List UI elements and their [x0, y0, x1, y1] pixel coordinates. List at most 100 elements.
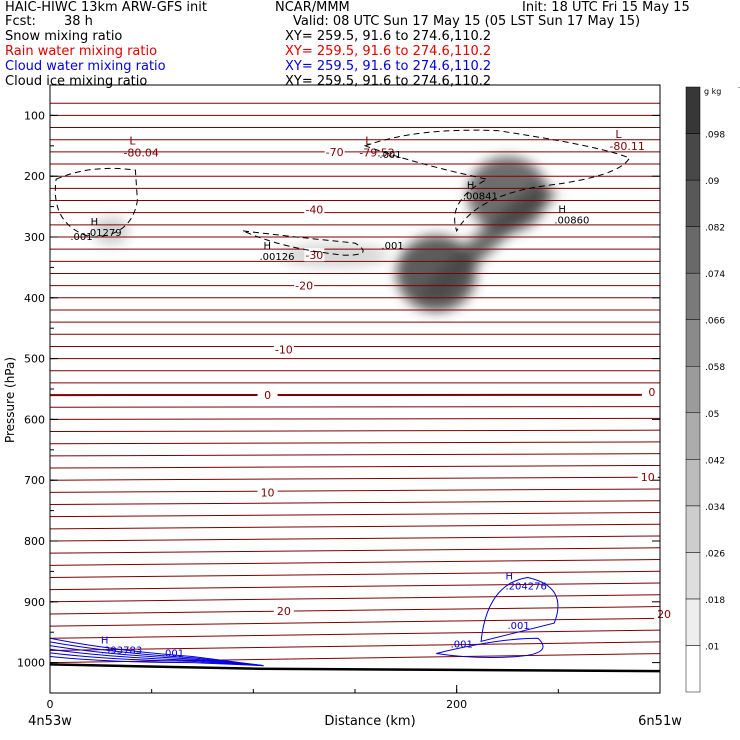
- colorbar-tick-label: .082: [705, 224, 725, 234]
- isotherm-line: [49, 559, 661, 566]
- field-cloudwater-xy: XY= 259.5, 91.6 to 274.6,110.2: [285, 59, 492, 74]
- isotherm-label: -10: [275, 343, 293, 356]
- isotherm-line: [49, 606, 661, 615]
- y-tick-label: 500: [24, 353, 45, 366]
- snow-max-marker: H: [264, 241, 272, 252]
- temp-min-marker: L: [615, 128, 622, 141]
- colorbar-segment: [685, 505, 701, 553]
- field-rain-xy: XY= 259.5, 91.6 to 274.6,110.2: [285, 44, 492, 59]
- model-title: HAIC-HIWC 13km ARW-GFS init: [5, 0, 207, 15]
- isotherm-line: [49, 535, 661, 542]
- isotherm-line: [49, 464, 661, 469]
- colorbar-tick-label: .066: [705, 317, 725, 327]
- isotherm-label-bg: [324, 144, 345, 158]
- cloud-water-contour: [49, 648, 264, 667]
- isotherm-line: [49, 629, 661, 639]
- y-tick-label: 400: [24, 292, 45, 305]
- isotherm-line: [49, 594, 661, 603]
- y-tick-label: 900: [24, 596, 45, 609]
- colorbar-tick-label: .05: [705, 410, 719, 420]
- cloud-ice-contour: [54, 167, 138, 238]
- colorbar-segment: [685, 552, 701, 600]
- isotherm-line: [49, 453, 661, 457]
- temp-min-value: -80.11: [609, 140, 644, 153]
- temp-min-marker: L: [129, 134, 136, 147]
- isotherm-label: 20: [277, 605, 291, 618]
- terrain-line: [49, 663, 661, 673]
- isotherm-line: [49, 406, 661, 408]
- colorbar-segment: [685, 272, 701, 320]
- cloud-water-contour: [436, 637, 544, 659]
- snow-max-value: .00126: [260, 252, 295, 263]
- colorbar-tick-label: .034: [705, 503, 725, 513]
- y-tick-label: 600: [24, 413, 45, 426]
- isotherm-label: 20: [657, 608, 671, 621]
- isotherm-line: [49, 511, 661, 518]
- field-snow-xy: XY= 259.5, 91.6 to 274.6,110.2: [285, 29, 492, 44]
- isotherm-label: 0: [648, 386, 655, 399]
- valid-time: Valid: 08 UTC Sun 17 May 15 (05 LST Sun …: [293, 14, 641, 29]
- org-label: NCAR/MMM: [275, 0, 350, 15]
- colorbar-tick-label: .018: [705, 596, 725, 606]
- cloud-water-contour: [49, 645, 264, 667]
- y-tick-label: 700: [24, 474, 45, 487]
- x-end-label: 6n51w: [638, 714, 682, 729]
- isotherm-label-bg: [654, 606, 675, 620]
- cloud-water-marker: H: [101, 635, 109, 646]
- y-axis-label: Pressure (hPa): [3, 357, 17, 443]
- isotherm-label: 0: [264, 389, 271, 402]
- isotherm-label: 10: [261, 486, 275, 499]
- colorbar-tick-label: .058: [705, 363, 725, 373]
- isotherm-label-bg: [257, 388, 278, 402]
- isotherm-label: -20: [295, 280, 313, 293]
- isotherm-line: [49, 429, 661, 433]
- cloud-water-contour: [49, 637, 264, 667]
- colorbar-tick-label: .098: [705, 131, 725, 141]
- colorbar-segment: [685, 226, 701, 274]
- cloud-water-label: .001: [508, 621, 530, 632]
- cloud-water-contour: [49, 641, 264, 667]
- snow-max-value: .00860: [554, 216, 589, 227]
- x-start-label: 4n53w: [28, 714, 72, 729]
- cloud-ice-contour: [363, 129, 631, 233]
- isotherm-line: [49, 488, 661, 493]
- colorbar-segment: [685, 319, 701, 367]
- snow-max-marker: H: [558, 205, 566, 216]
- snow-max-value: .00841: [463, 191, 498, 202]
- isotherm-line: [49, 641, 661, 651]
- cloud-water-label: .001: [451, 639, 473, 650]
- colorbar-segment: [685, 598, 701, 646]
- colorbar-segment: [685, 365, 701, 414]
- y-tick-label: 1000: [17, 657, 45, 670]
- cloud-ice-contours: [54, 129, 631, 256]
- cloud-water-contour: [49, 652, 264, 667]
- cloud-ice-contour: [242, 230, 364, 256]
- isotherm-label-bg: [304, 202, 325, 216]
- field-rain-name: Rain water mixing ratio: [5, 44, 158, 59]
- init-time: Init: 18 UTC Fri 15 May 15: [522, 0, 690, 15]
- isotherm-line: [49, 441, 661, 445]
- x-tick-label: 200: [446, 698, 467, 711]
- y-tick-label: 300: [24, 231, 45, 244]
- temp-min-marker: L: [365, 134, 372, 147]
- cloud-water-contours: [49, 576, 559, 667]
- temp-min-value: -79.52: [359, 146, 394, 159]
- colorbar-tick-label: .026: [705, 549, 725, 559]
- isotherm-label-bg: [273, 603, 294, 617]
- field-snow-name: Snow mixing ratio: [5, 29, 123, 44]
- snow-shading: [93, 156, 559, 312]
- isotherm-line: [49, 476, 661, 481]
- colorbar-segment: [685, 86, 701, 134]
- isotherm-line: [49, 582, 661, 591]
- colorbar-unit: g kg: [704, 87, 721, 96]
- isotherm-label: -40: [305, 204, 323, 217]
- isotherm-label-bg: [641, 385, 662, 399]
- y-tick-label: 100: [24, 109, 45, 122]
- snow-max-marker: H: [467, 180, 475, 191]
- cloud-water-label: .204276: [505, 582, 546, 593]
- isotherm-line: [49, 417, 661, 420]
- cloud-water-label: .001: [162, 649, 184, 660]
- colorbar-segment: [685, 133, 701, 181]
- colorbar-tick-label: .01: [705, 642, 719, 652]
